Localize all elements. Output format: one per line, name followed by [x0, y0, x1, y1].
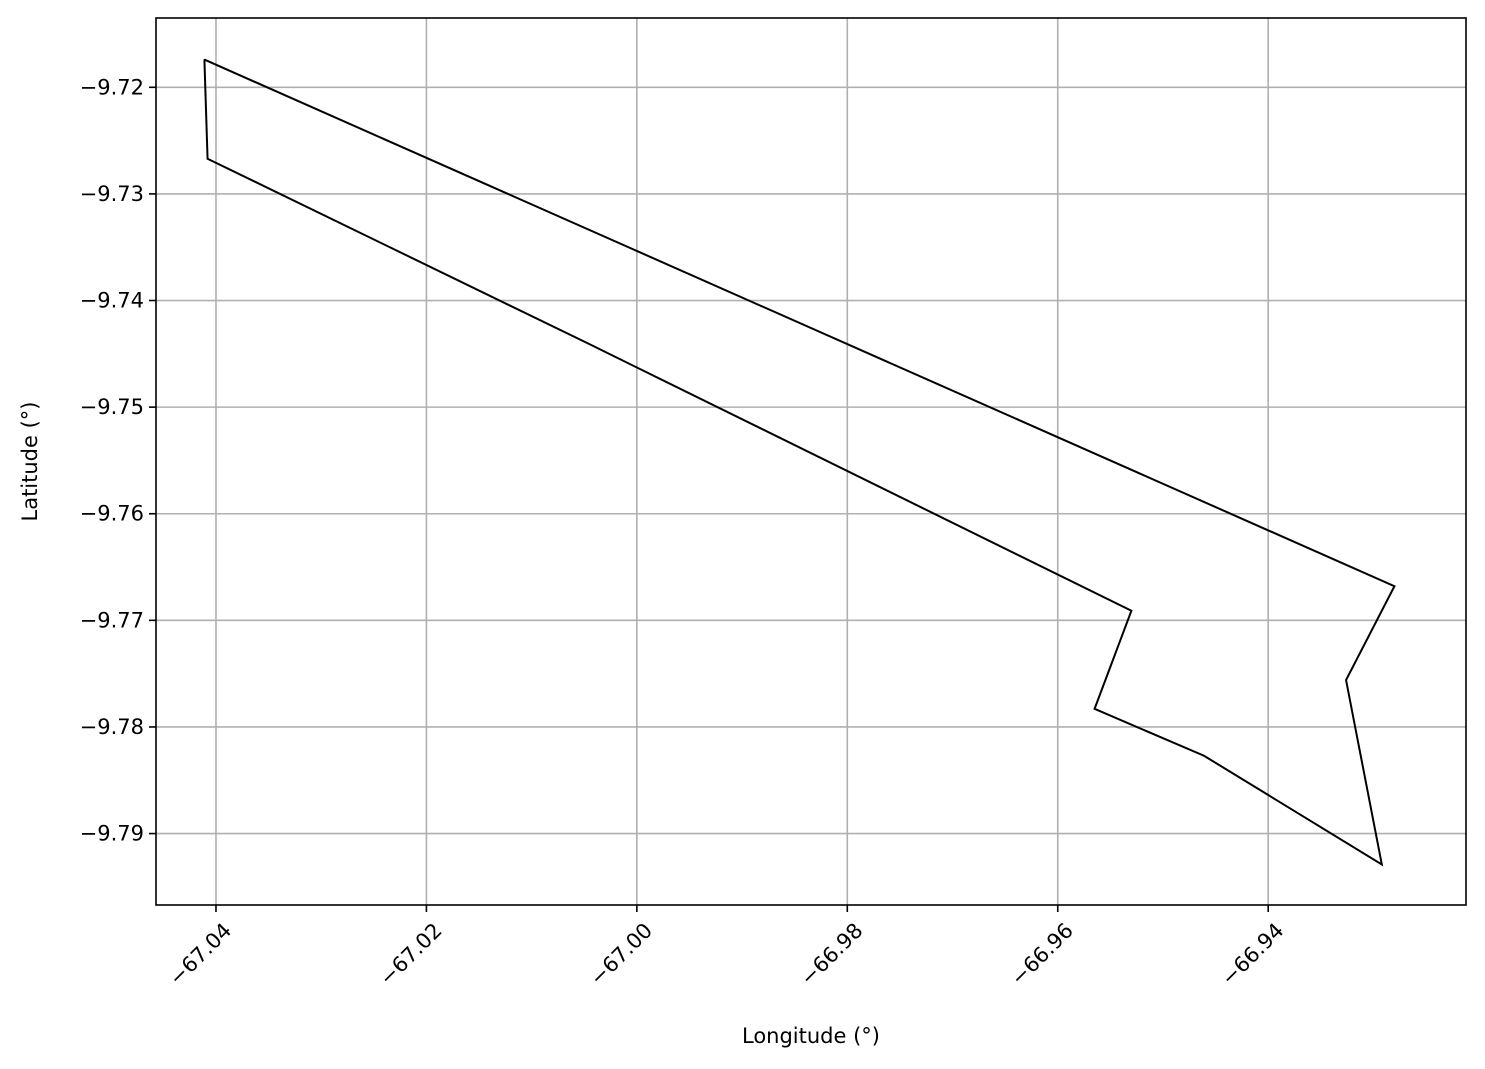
polygon-vertex	[1130, 610, 1132, 612]
y-tick-label: −9.75	[80, 395, 144, 419]
polygon-vertex	[586, 342, 588, 344]
polygon-outline	[203, 58, 1396, 867]
y-tick-label: −9.76	[80, 502, 144, 526]
y-tick-label: −9.73	[80, 182, 144, 206]
grid	[156, 18, 1466, 905]
polygon-vertex	[207, 158, 209, 160]
polygon-vertex	[1381, 863, 1383, 865]
polygon-vertex	[1393, 585, 1395, 587]
polygon-vertex	[1345, 679, 1347, 681]
y-tick-label: −9.78	[80, 715, 144, 739]
polygon-vertex	[1094, 708, 1096, 710]
y-tick-label: −9.79	[80, 822, 144, 846]
polygon-vertex	[203, 59, 205, 61]
series-layer	[203, 58, 1396, 867]
y-axis: −9.72 −9.73 −9.74 −9.75 −9.76 −9.77 −9.78 −9.79	[80, 75, 156, 846]
y-tick-label: −9.72	[80, 75, 144, 99]
y-axis-title: Latitude (°)	[18, 402, 42, 522]
y-tick-label: −9.77	[80, 608, 144, 632]
y-tick-label: −9.74	[80, 289, 144, 313]
plot-frame	[155, 17, 1467, 906]
polygon-vertex	[1203, 755, 1205, 757]
x-axis-title: Longitude (°)	[742, 1024, 880, 1048]
